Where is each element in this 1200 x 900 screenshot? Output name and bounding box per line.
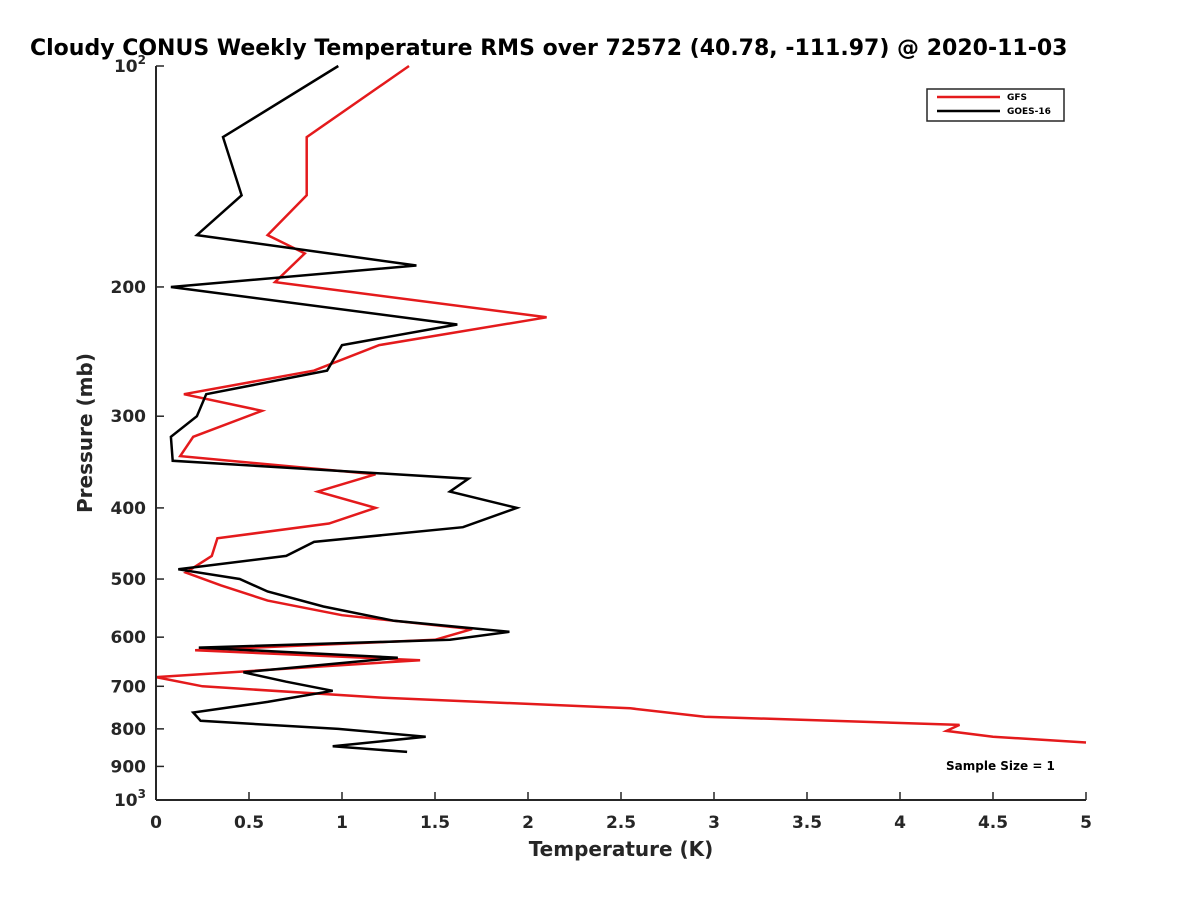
y-tick-label: 300 bbox=[111, 407, 147, 427]
x-tick-label: 2 bbox=[522, 813, 534, 833]
series-line-gfs bbox=[155, 64, 1087, 744]
x-tick-label: 4 bbox=[894, 813, 906, 833]
series-line-goes-16 bbox=[169, 64, 522, 754]
x-tick-label: 3 bbox=[708, 813, 720, 833]
y-tick-label: 103 bbox=[114, 787, 146, 811]
x-tick-label: 0 bbox=[150, 813, 162, 833]
y-tick-label: 600 bbox=[111, 628, 147, 648]
y-tick-label: 700 bbox=[111, 677, 147, 697]
y-tick-label: 800 bbox=[111, 720, 147, 740]
legend-label-gfs: GFS bbox=[1007, 93, 1027, 103]
y-ticks: 102 200 300 400 500 600 700 800 900 103 bbox=[111, 53, 164, 811]
y-axis-label: Pressure (mb) bbox=[73, 353, 97, 513]
x-tick-label: 5 bbox=[1080, 813, 1092, 833]
legend: GFS GOES-16 bbox=[926, 88, 1065, 122]
x-tick-label: 2.5 bbox=[606, 813, 636, 833]
series-layer bbox=[155, 64, 1087, 754]
y-tick-label: 500 bbox=[111, 570, 147, 590]
x-axis-label: Temperature (K) bbox=[529, 837, 714, 861]
x-tick-label: 4.5 bbox=[978, 813, 1008, 833]
x-tick-label: 1.5 bbox=[420, 813, 450, 833]
y-tick-label: 102 bbox=[114, 53, 146, 77]
legend-label-goes-16: GOES-16 bbox=[1007, 107, 1051, 117]
x-tick-label: 3.5 bbox=[792, 813, 822, 833]
x-ticks: 0 0.5 1 1.5 2 2.5 3 3.5 4 4.5 5 bbox=[150, 792, 1092, 833]
y-tick-label: 400 bbox=[111, 499, 147, 519]
y-tick-label: 200 bbox=[111, 278, 147, 298]
legend-box bbox=[926, 88, 1065, 122]
chart-title: Cloudy CONUS Weekly Temperature RMS over… bbox=[30, 36, 1067, 61]
x-tick-label: 0.5 bbox=[234, 813, 264, 833]
x-tick-label: 1 bbox=[336, 813, 348, 833]
sample-size-annotation: Sample Size = 1 bbox=[946, 759, 1055, 773]
y-tick-label: 900 bbox=[111, 757, 147, 777]
